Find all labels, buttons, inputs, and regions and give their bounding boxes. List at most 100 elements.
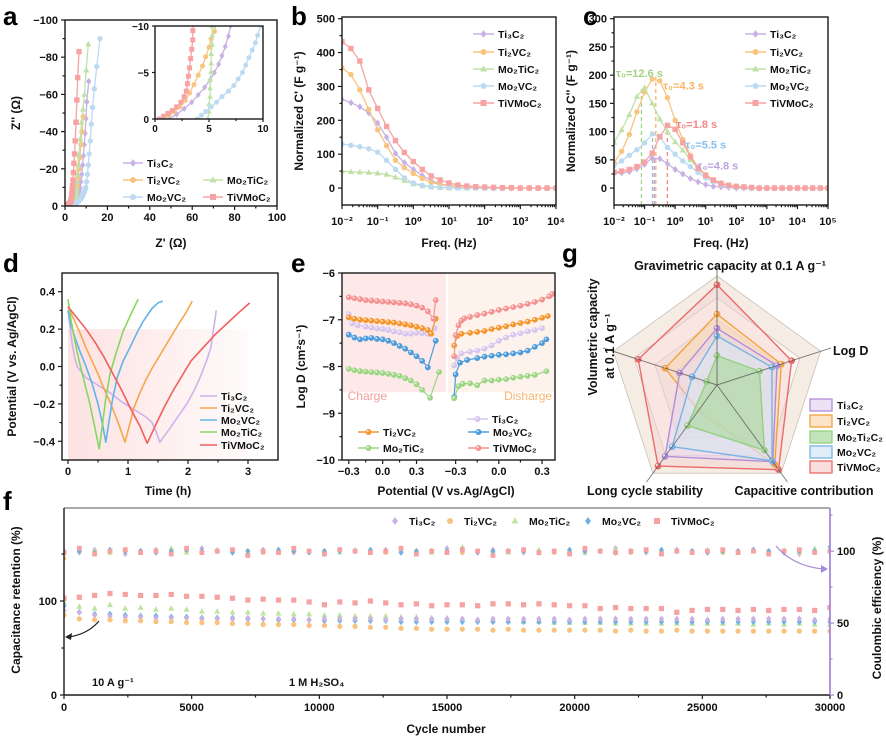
legend-item: Mo₂VC₂ — [585, 516, 641, 528]
legend-marker — [365, 445, 372, 451]
retention-point — [229, 609, 236, 615]
data-point — [191, 82, 197, 88]
charge-curve — [345, 314, 439, 337]
data-point — [211, 29, 217, 35]
retention-point — [153, 619, 159, 625]
y-tick-label: 50 — [595, 155, 607, 167]
legend-label: Mo₂VC₂ — [493, 427, 532, 439]
data-point — [207, 93, 213, 99]
data-point-highlight — [475, 313, 478, 316]
data-point — [428, 179, 434, 186]
radar-axis-label: Capacitive contribution — [735, 484, 874, 498]
data-point-highlight — [544, 369, 547, 372]
retention-point — [490, 615, 496, 623]
x-axis-label: Cycle number — [406, 722, 486, 736]
legend-item: Mo₂TiC₂ — [200, 427, 263, 439]
x-tick-label: 10⁴ — [547, 216, 565, 228]
data-point — [225, 32, 231, 40]
retention-point — [275, 597, 282, 603]
data-point-highlight — [525, 319, 528, 322]
ce-point — [76, 545, 82, 551]
retention-point — [107, 617, 113, 623]
data-point — [817, 185, 824, 191]
legend-marker — [130, 159, 136, 167]
legend-marker — [475, 445, 482, 451]
data-point-highlight — [482, 354, 485, 357]
retention-point — [76, 594, 82, 600]
data-point — [748, 184, 755, 191]
data-point — [73, 119, 79, 125]
legend-swatch — [809, 414, 833, 428]
shaded-region-disharge — [448, 273, 554, 393]
retention-point — [475, 626, 481, 632]
data-point-highlight — [452, 363, 455, 366]
data-point-highlight — [380, 337, 383, 340]
retention-point — [383, 624, 389, 630]
retention-point — [106, 601, 113, 607]
series-ti3c2 — [342, 95, 556, 192]
ce-point — [459, 547, 465, 553]
data-point — [634, 163, 640, 170]
data-point-highlight — [352, 368, 355, 371]
data-point-highlight — [544, 337, 547, 340]
legend-label: Mo₂TiC₂ — [221, 427, 263, 439]
ce-point — [398, 549, 404, 556]
ce-point — [582, 545, 588, 551]
data-point — [508, 185, 515, 191]
legend-item: Ti₂VC₂ — [473, 47, 531, 59]
data-point — [357, 368, 363, 375]
ce-point — [92, 551, 98, 557]
data-point — [474, 355, 481, 361]
legend-item: Ti₃C₂ — [200, 391, 248, 403]
ce-point — [521, 547, 526, 553]
ce-point — [322, 551, 327, 557]
data-point-highlight — [511, 322, 514, 325]
ce-point — [705, 548, 710, 554]
y-tick-label: 0.4 — [40, 287, 56, 299]
ce-point — [613, 550, 618, 555]
retention-point — [689, 607, 695, 614]
legend-label: Ti₃C₂ — [498, 29, 525, 41]
panel-label: g — [562, 238, 578, 268]
retention-point — [643, 628, 649, 634]
data-point-highlight — [489, 310, 492, 313]
data-point — [430, 315, 437, 322]
data-point — [383, 133, 390, 141]
y-tick-label: −40 — [39, 127, 58, 139]
retention-point — [720, 615, 726, 623]
retention-point — [459, 615, 465, 623]
ce-point — [260, 548, 266, 554]
data-point-highlight — [431, 317, 434, 320]
data-point-highlight — [375, 326, 378, 329]
data-point — [362, 323, 369, 330]
data-point-highlight — [433, 338, 436, 341]
ce-point — [245, 548, 251, 555]
data-point — [419, 357, 426, 364]
retention-point — [229, 595, 236, 601]
retention-point — [367, 615, 373, 623]
data-point — [467, 329, 473, 336]
data-point-highlight — [504, 352, 507, 355]
data-point — [368, 297, 375, 304]
data-point — [206, 115, 210, 119]
data-point-highlight — [518, 374, 521, 377]
data-point — [539, 314, 545, 321]
data-point — [374, 336, 380, 342]
legend-marker-highlight — [476, 430, 479, 433]
data-point-highlight — [456, 323, 459, 326]
legend-marker — [130, 177, 136, 183]
retention-point — [781, 606, 787, 613]
data-point — [455, 182, 461, 188]
retention-point — [521, 627, 527, 633]
x-tick-label: 10² — [477, 216, 493, 228]
series-tivmoc2 — [67, 302, 251, 445]
data-point — [228, 26, 234, 30]
data-point-highlight — [459, 318, 462, 321]
data-point — [672, 165, 678, 173]
tau-annotation: τ₀=4.3 s — [663, 80, 704, 92]
data-point-highlight — [392, 373, 395, 376]
retention-point — [321, 611, 328, 618]
data-point-highlight — [465, 358, 468, 361]
axes-frame — [613, 16, 829, 206]
legend-marker — [480, 30, 487, 38]
